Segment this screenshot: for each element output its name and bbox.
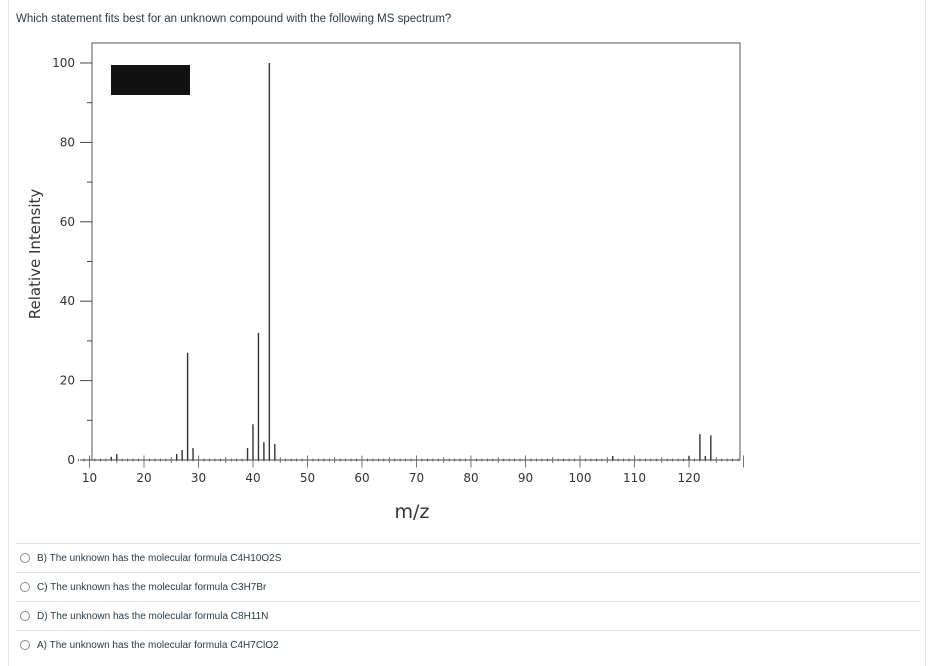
axis-tick-labels: 0 20 40 60 80 100 10 20 30 40 50 60 70 80 90 100 110 120 <box>52 56 700 485</box>
x-tick-label: 80 <box>463 471 478 485</box>
plot-frame <box>91 42 741 461</box>
redacted-box <box>111 65 190 95</box>
answer-option-d[interactable]: D) The unknown has the molecular formula… <box>16 601 920 630</box>
answer-option-b[interactable]: B) The unknown has the molecular formula… <box>16 543 920 572</box>
question-panel <box>8 0 926 666</box>
x-tick-label: 20 <box>136 471 151 485</box>
answer-label: D) The unknown has the molecular formula… <box>37 610 269 622</box>
radio-button[interactable] <box>20 640 30 650</box>
x-tick-label: 50 <box>300 471 315 485</box>
radio-button[interactable] <box>20 611 30 621</box>
x-tick-label: 90 <box>518 471 533 485</box>
answer-option-c[interactable]: C) The unknown has the molecular formula… <box>16 572 920 601</box>
answer-label: A) The unknown has the molecular formula… <box>37 639 279 651</box>
answer-label: B) The unknown has the molecular formula… <box>37 552 282 564</box>
y-tick-label: 80 <box>60 135 75 149</box>
radio-button[interactable] <box>20 582 30 592</box>
x-tick-label: 40 <box>245 471 260 485</box>
answer-label: C) The unknown has the molecular formula… <box>37 581 267 593</box>
x-tick-label: 110 <box>623 471 646 485</box>
y-axis-label: Relative Intensity <box>26 189 44 320</box>
x-tick-label: 10 <box>82 471 97 485</box>
y-tick-label: 0 <box>67 453 75 467</box>
x-axis-label: m/z <box>395 501 430 523</box>
x-tick-label: 100 <box>569 471 592 485</box>
question-text: Which statement fits best for an unknown… <box>16 13 452 25</box>
y-tick-label: 40 <box>60 294 75 308</box>
peak-series <box>110 63 712 460</box>
y-tick-label: 100 <box>52 56 75 70</box>
answer-list: B) The unknown has the molecular formula… <box>16 543 920 659</box>
y-tick-label: 20 <box>60 374 75 388</box>
answer-option-a[interactable]: A) The unknown has the molecular formula… <box>16 630 920 659</box>
x-tick-label: 60 <box>354 471 369 485</box>
radio-button[interactable] <box>20 553 30 563</box>
x-tick-label: 30 <box>191 471 206 485</box>
x-tick-label: 120 <box>678 471 701 485</box>
x-tick-label: 70 <box>409 471 424 485</box>
y-tick-label: 60 <box>60 215 75 229</box>
axis-ticks <box>78 62 744 468</box>
